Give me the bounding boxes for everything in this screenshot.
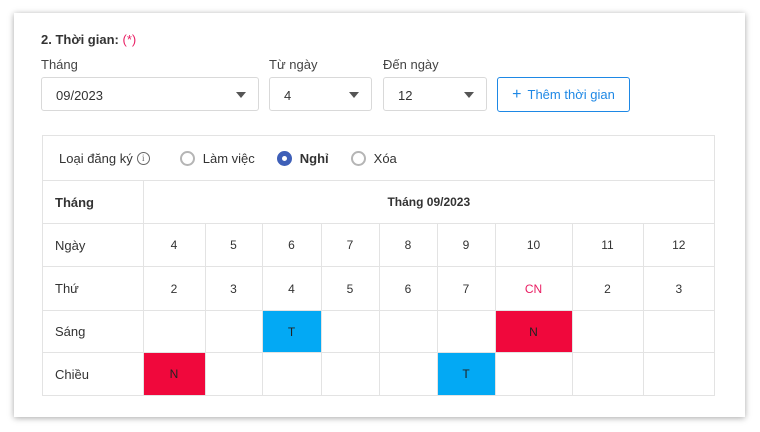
day-cell: 4 bbox=[142, 223, 206, 267]
weekday-cell: 2 bbox=[142, 266, 206, 311]
info-icon[interactable]: i bbox=[136, 151, 150, 165]
morning-shift-cell[interactable] bbox=[571, 310, 644, 353]
afternoon-shift-cell[interactable] bbox=[204, 352, 263, 395]
plus-icon: + bbox=[512, 85, 522, 103]
afternoon-shift-cell[interactable] bbox=[642, 352, 715, 395]
month-row-label: Tháng bbox=[43, 181, 144, 224]
morning-shift-cell[interactable]: N bbox=[494, 310, 573, 353]
section-title: 2. Thời gian: (*) bbox=[41, 32, 136, 47]
day-row-label: Ngày bbox=[43, 223, 144, 267]
day-row: Ngày 4 5 6 7 8 9 10 11 12 bbox=[43, 223, 715, 267]
registration-type-row: Loại đăng ký i Làm việc Nghỉ Xóa bbox=[43, 136, 714, 181]
day-cell: 9 bbox=[436, 223, 496, 267]
add-time-button-label: Thêm thời gian bbox=[527, 87, 615, 102]
from-day-label: Từ ngày bbox=[269, 57, 318, 72]
weekday-cell: 3 bbox=[204, 266, 263, 311]
morning-row: Sáng T N bbox=[43, 310, 715, 353]
day-cell: 5 bbox=[204, 223, 263, 267]
weekday-cell: 3 bbox=[642, 266, 715, 311]
afternoon-shift-cell[interactable] bbox=[494, 352, 573, 395]
from-day-select-value: 4 bbox=[284, 88, 292, 103]
radio-working[interactable]: Làm việc bbox=[179, 150, 255, 166]
to-day-select[interactable]: 12 bbox=[383, 77, 487, 111]
to-day-label: Đến ngày bbox=[383, 57, 439, 72]
to-day-select-value: 12 bbox=[398, 88, 413, 103]
radio-working-label: Làm việc bbox=[202, 150, 255, 166]
weekday-cell: 7 bbox=[436, 266, 496, 311]
add-time-button[interactable]: + Thêm thời gian bbox=[497, 77, 630, 112]
morning-shift-cell[interactable] bbox=[204, 310, 263, 353]
radio-circle-checked[interactable] bbox=[276, 150, 292, 166]
morning-row-label: Sáng bbox=[43, 310, 144, 353]
afternoon-row: Chiều N T bbox=[43, 352, 715, 395]
afternoon-shift-cell[interactable]: N bbox=[142, 352, 206, 395]
weekday-cell: CN bbox=[494, 266, 573, 311]
weekday-row: Thứ 2 3 4 5 6 7 CN 2 3 bbox=[43, 266, 715, 311]
day-cell: 8 bbox=[378, 223, 438, 267]
schedule-panel: Loại đăng ký i Làm việc Nghỉ Xóa bbox=[42, 135, 715, 396]
day-cell: 11 bbox=[571, 223, 644, 267]
weekday-cell: 6 bbox=[378, 266, 438, 311]
afternoon-shift-cell[interactable] bbox=[378, 352, 438, 395]
radio-circle[interactable] bbox=[179, 150, 195, 166]
radio-off[interactable]: Nghỉ bbox=[276, 150, 329, 166]
section-title-text: 2. Thời gian: bbox=[41, 32, 119, 47]
required-mark: (*) bbox=[122, 32, 137, 47]
weekday-cell: 2 bbox=[571, 266, 644, 311]
radio-delete-label: Xóa bbox=[373, 150, 397, 166]
month-row: Tháng Tháng 09/2023 bbox=[43, 181, 715, 224]
chevron-down-icon bbox=[464, 92, 474, 98]
month-header: Tháng 09/2023 bbox=[142, 181, 715, 224]
afternoon-row-label: Chiều bbox=[43, 352, 144, 395]
afternoon-shift-cell[interactable] bbox=[261, 352, 322, 395]
morning-shift-cell[interactable]: T bbox=[261, 310, 322, 353]
day-cell: 12 bbox=[642, 223, 715, 267]
time-section-card: 2. Thời gian: (*) Tháng 09/2023 Từ ngày … bbox=[14, 13, 745, 417]
month-select-value: 09/2023 bbox=[56, 88, 103, 103]
afternoon-shift-cell[interactable]: T bbox=[436, 352, 496, 395]
registration-type-label: Loại đăng ký i bbox=[59, 151, 150, 166]
weekday-row-label: Thứ bbox=[43, 266, 144, 311]
schedule-table: Tháng Tháng 09/2023 Ngày 4 5 6 7 8 9 10 11 12 Th… bbox=[43, 181, 715, 395]
morning-shift-cell[interactable] bbox=[142, 310, 206, 353]
chevron-down-icon bbox=[236, 92, 246, 98]
radio-circle[interactable] bbox=[350, 150, 366, 166]
radio-delete[interactable]: Xóa bbox=[350, 150, 397, 166]
weekday-cell: 5 bbox=[320, 266, 380, 311]
day-cell: 7 bbox=[320, 223, 380, 267]
day-cell: 6 bbox=[261, 223, 322, 267]
chevron-down-icon bbox=[349, 92, 359, 98]
morning-shift-cell[interactable] bbox=[436, 310, 496, 353]
from-day-select[interactable]: 4 bbox=[269, 77, 372, 111]
morning-shift-cell[interactable] bbox=[378, 310, 438, 353]
registration-type-text: Loại đăng ký bbox=[59, 150, 133, 166]
morning-shift-cell[interactable] bbox=[642, 310, 715, 353]
month-label: Tháng bbox=[41, 57, 78, 72]
radio-off-label: Nghỉ bbox=[299, 150, 329, 166]
month-select[interactable]: 09/2023 bbox=[41, 77, 259, 111]
weekday-cell: 4 bbox=[261, 266, 322, 311]
morning-shift-cell[interactable] bbox=[320, 310, 380, 353]
day-cell: 10 bbox=[494, 223, 573, 267]
afternoon-shift-cell[interactable] bbox=[320, 352, 380, 395]
afternoon-shift-cell[interactable] bbox=[571, 352, 644, 395]
